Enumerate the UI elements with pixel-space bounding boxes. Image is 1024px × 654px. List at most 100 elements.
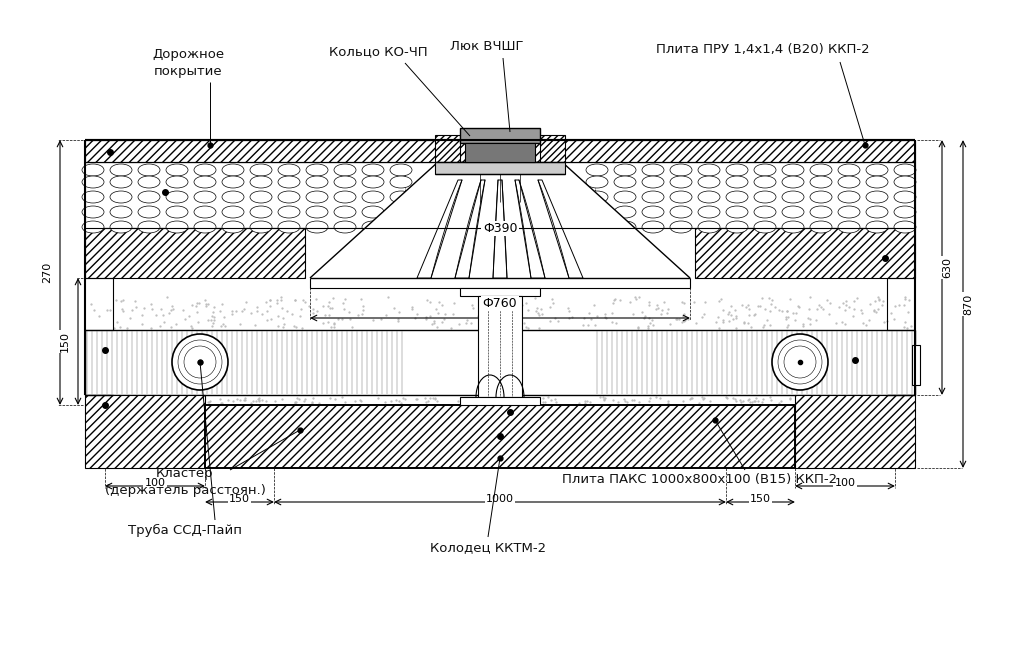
Ellipse shape bbox=[698, 164, 720, 176]
Ellipse shape bbox=[278, 191, 300, 203]
Ellipse shape bbox=[894, 206, 916, 218]
Ellipse shape bbox=[726, 206, 748, 218]
Text: 150: 150 bbox=[229, 494, 250, 504]
Ellipse shape bbox=[866, 206, 888, 218]
Text: Колодец ККТМ-2: Колодец ККТМ-2 bbox=[430, 542, 546, 555]
Polygon shape bbox=[417, 180, 462, 278]
Bar bbox=[305, 228, 695, 278]
Ellipse shape bbox=[110, 176, 132, 188]
Ellipse shape bbox=[810, 206, 831, 218]
Text: Ф760: Ф760 bbox=[482, 297, 517, 310]
Ellipse shape bbox=[866, 191, 888, 203]
Ellipse shape bbox=[278, 221, 300, 233]
Ellipse shape bbox=[614, 206, 636, 218]
Ellipse shape bbox=[222, 164, 244, 176]
Bar bbox=[205, 405, 795, 468]
Ellipse shape bbox=[586, 164, 608, 176]
Ellipse shape bbox=[838, 191, 860, 203]
Ellipse shape bbox=[110, 206, 132, 218]
Ellipse shape bbox=[586, 191, 608, 203]
Ellipse shape bbox=[306, 206, 328, 218]
Bar bbox=[540, 135, 565, 162]
Ellipse shape bbox=[278, 206, 300, 218]
Polygon shape bbox=[515, 180, 545, 278]
Ellipse shape bbox=[166, 221, 188, 233]
Bar bbox=[465, 143, 535, 162]
Ellipse shape bbox=[390, 206, 412, 218]
Ellipse shape bbox=[390, 164, 412, 176]
Text: 150: 150 bbox=[60, 331, 70, 352]
Ellipse shape bbox=[642, 206, 664, 218]
Bar bbox=[85, 162, 915, 228]
Ellipse shape bbox=[250, 164, 272, 176]
Ellipse shape bbox=[782, 221, 804, 233]
Ellipse shape bbox=[138, 206, 160, 218]
Ellipse shape bbox=[250, 206, 272, 218]
Ellipse shape bbox=[390, 221, 412, 233]
Polygon shape bbox=[493, 180, 507, 278]
Bar bbox=[478, 296, 522, 397]
Ellipse shape bbox=[110, 221, 132, 233]
Ellipse shape bbox=[782, 191, 804, 203]
Ellipse shape bbox=[782, 164, 804, 176]
Ellipse shape bbox=[810, 221, 831, 233]
Text: 1000: 1000 bbox=[486, 494, 514, 504]
Ellipse shape bbox=[334, 176, 356, 188]
Text: 150: 150 bbox=[750, 494, 771, 504]
Ellipse shape bbox=[838, 164, 860, 176]
Ellipse shape bbox=[670, 164, 692, 176]
Ellipse shape bbox=[670, 191, 692, 203]
Ellipse shape bbox=[222, 221, 244, 233]
Ellipse shape bbox=[194, 176, 216, 188]
Text: 870: 870 bbox=[963, 294, 973, 315]
Ellipse shape bbox=[754, 191, 776, 203]
Text: Плита ПРУ 1,4х1,4 (В20) ККП-2: Плита ПРУ 1,4х1,4 (В20) ККП-2 bbox=[656, 44, 869, 56]
Ellipse shape bbox=[726, 221, 748, 233]
Ellipse shape bbox=[754, 221, 776, 233]
Ellipse shape bbox=[698, 206, 720, 218]
Ellipse shape bbox=[362, 206, 384, 218]
Ellipse shape bbox=[726, 191, 748, 203]
Ellipse shape bbox=[754, 206, 776, 218]
Ellipse shape bbox=[586, 221, 608, 233]
Ellipse shape bbox=[250, 191, 272, 203]
Ellipse shape bbox=[838, 206, 860, 218]
Ellipse shape bbox=[110, 164, 132, 176]
Ellipse shape bbox=[894, 191, 916, 203]
Ellipse shape bbox=[306, 191, 328, 203]
Ellipse shape bbox=[194, 191, 216, 203]
Ellipse shape bbox=[670, 176, 692, 188]
Ellipse shape bbox=[222, 206, 244, 218]
Ellipse shape bbox=[894, 221, 916, 233]
Polygon shape bbox=[310, 162, 690, 288]
Ellipse shape bbox=[642, 176, 664, 188]
Text: 100: 100 bbox=[835, 478, 855, 488]
Ellipse shape bbox=[138, 164, 160, 176]
Ellipse shape bbox=[614, 191, 636, 203]
Ellipse shape bbox=[334, 206, 356, 218]
Ellipse shape bbox=[642, 191, 664, 203]
Ellipse shape bbox=[166, 206, 188, 218]
Ellipse shape bbox=[894, 164, 916, 176]
Ellipse shape bbox=[362, 221, 384, 233]
Ellipse shape bbox=[278, 176, 300, 188]
Text: Кластер
(держатель расстоян.): Кластер (держатель расстоян.) bbox=[104, 467, 265, 497]
Bar bbox=[795, 395, 915, 468]
Ellipse shape bbox=[698, 221, 720, 233]
Polygon shape bbox=[538, 180, 583, 278]
Ellipse shape bbox=[586, 206, 608, 218]
Text: 100: 100 bbox=[144, 478, 166, 488]
Ellipse shape bbox=[390, 176, 412, 188]
Ellipse shape bbox=[866, 176, 888, 188]
Ellipse shape bbox=[698, 176, 720, 188]
Ellipse shape bbox=[334, 164, 356, 176]
Ellipse shape bbox=[166, 164, 188, 176]
Circle shape bbox=[172, 334, 228, 390]
Bar bbox=[85, 140, 915, 162]
Ellipse shape bbox=[838, 221, 860, 233]
Ellipse shape bbox=[306, 164, 328, 176]
Text: Плита ПАКС 1000х800х100 (В15) ККП-2: Плита ПАКС 1000х800х100 (В15) ККП-2 bbox=[562, 473, 838, 487]
Ellipse shape bbox=[754, 176, 776, 188]
Ellipse shape bbox=[334, 221, 356, 233]
Text: Ф390: Ф390 bbox=[482, 222, 517, 235]
